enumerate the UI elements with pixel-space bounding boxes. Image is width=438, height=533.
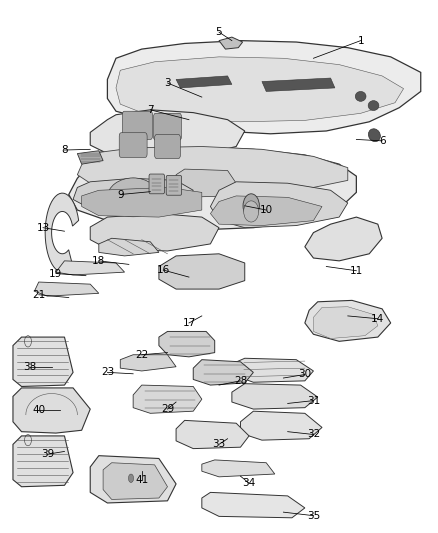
FancyBboxPatch shape: [154, 114, 181, 140]
Text: 22: 22: [135, 350, 148, 360]
Ellipse shape: [368, 129, 380, 142]
Text: 16: 16: [156, 265, 170, 275]
Text: 18: 18: [92, 256, 106, 266]
FancyBboxPatch shape: [155, 134, 180, 158]
Text: 11: 11: [350, 266, 363, 276]
Text: 28: 28: [234, 376, 247, 386]
Text: 29: 29: [161, 404, 174, 414]
Text: 35: 35: [307, 511, 320, 521]
Polygon shape: [159, 254, 245, 289]
Polygon shape: [103, 463, 167, 499]
Polygon shape: [90, 110, 245, 157]
Polygon shape: [202, 492, 305, 518]
Polygon shape: [78, 147, 348, 193]
Polygon shape: [305, 301, 391, 341]
Text: 21: 21: [32, 290, 46, 300]
Ellipse shape: [368, 101, 379, 110]
Polygon shape: [240, 411, 322, 440]
Ellipse shape: [355, 92, 366, 101]
Polygon shape: [219, 37, 243, 49]
Polygon shape: [81, 188, 202, 217]
Polygon shape: [159, 332, 215, 357]
Polygon shape: [193, 360, 253, 385]
Text: 19: 19: [49, 269, 63, 279]
Polygon shape: [120, 355, 176, 371]
Text: 9: 9: [117, 190, 124, 199]
Text: 7: 7: [147, 105, 154, 115]
Polygon shape: [314, 306, 378, 338]
Polygon shape: [202, 460, 275, 477]
Text: 17: 17: [182, 318, 196, 328]
Ellipse shape: [243, 194, 259, 218]
Polygon shape: [262, 78, 335, 92]
Polygon shape: [232, 384, 318, 409]
Text: 39: 39: [41, 449, 54, 459]
Polygon shape: [99, 238, 159, 256]
Polygon shape: [107, 41, 421, 134]
Ellipse shape: [107, 178, 159, 217]
Text: 6: 6: [379, 136, 385, 146]
Polygon shape: [232, 358, 314, 382]
Text: 3: 3: [164, 78, 171, 88]
Text: 40: 40: [32, 406, 45, 416]
Text: 38: 38: [24, 362, 37, 372]
Polygon shape: [305, 217, 382, 261]
Text: 23: 23: [101, 367, 114, 377]
FancyBboxPatch shape: [149, 174, 165, 194]
Polygon shape: [90, 214, 219, 251]
Ellipse shape: [244, 201, 259, 222]
Polygon shape: [78, 151, 103, 164]
Polygon shape: [90, 456, 176, 503]
Polygon shape: [210, 196, 322, 225]
FancyBboxPatch shape: [119, 133, 147, 157]
Polygon shape: [56, 261, 124, 275]
Polygon shape: [13, 388, 90, 433]
Polygon shape: [210, 182, 348, 228]
Polygon shape: [176, 169, 236, 197]
FancyBboxPatch shape: [123, 111, 152, 140]
Polygon shape: [133, 385, 202, 413]
Circle shape: [128, 474, 134, 482]
Polygon shape: [73, 178, 193, 210]
Polygon shape: [13, 337, 73, 386]
Text: 14: 14: [371, 314, 385, 324]
Text: 34: 34: [242, 478, 256, 488]
Text: 32: 32: [307, 430, 320, 440]
Text: 13: 13: [36, 223, 49, 233]
Polygon shape: [35, 282, 99, 296]
Polygon shape: [176, 76, 232, 88]
Polygon shape: [69, 147, 357, 230]
Text: 41: 41: [135, 475, 148, 484]
Text: 10: 10: [260, 205, 273, 215]
Polygon shape: [13, 436, 73, 487]
Text: 33: 33: [212, 439, 226, 449]
FancyBboxPatch shape: [166, 175, 182, 195]
Text: 5: 5: [215, 27, 223, 37]
Text: 31: 31: [307, 395, 320, 406]
Polygon shape: [116, 57, 403, 122]
Text: 1: 1: [357, 36, 364, 46]
Text: 8: 8: [61, 145, 68, 155]
Text: 30: 30: [298, 369, 311, 379]
Polygon shape: [176, 421, 249, 449]
Polygon shape: [45, 193, 79, 272]
